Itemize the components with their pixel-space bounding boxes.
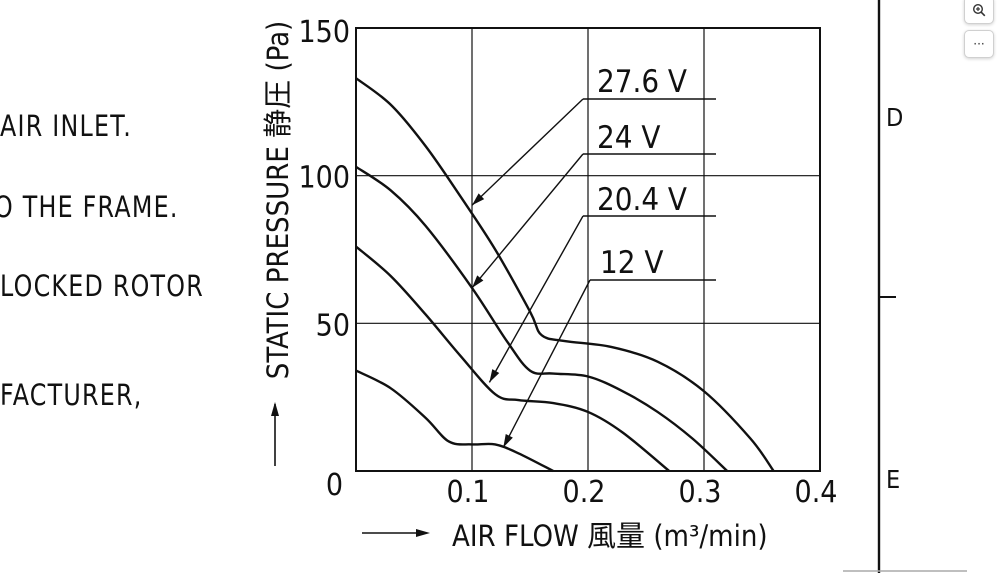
voltage-leader-arrowhead-3 <box>489 369 500 383</box>
ellipsis-icon: ··· <box>973 37 985 51</box>
zoom-in-button[interactable] <box>964 0 994 24</box>
zone-letter-d: D <box>886 103 903 132</box>
x-tick-label-1: 0.1 <box>447 475 490 510</box>
y-tick-label-4: 150 <box>298 15 350 50</box>
magnify-plus-icon <box>972 3 986 17</box>
series-curve-1 <box>355 77 775 472</box>
left-text-line-1: AIR INLET. <box>0 109 133 143</box>
left-text-line-2: O THE FRAME. <box>0 190 179 224</box>
voltage-label-1: 27.6 V <box>597 64 687 100</box>
voltage-label-4: 12 V <box>600 245 663 281</box>
voltage-leader-line-3 <box>488 215 584 383</box>
y-tick-label-1: 0 <box>326 468 343 503</box>
left-text-line-4: FACTURER, <box>0 378 143 412</box>
more-options-button[interactable]: ··· <box>964 30 994 58</box>
series-curve-2 <box>355 165 729 472</box>
voltage-label-2: 24 V <box>597 120 660 156</box>
voltage-leader-line-4 <box>502 279 591 448</box>
x-axis-label: AIR FLOW 風量 (m³/min) <box>452 519 768 553</box>
x-axis-arrow-head <box>416 529 430 537</box>
x-tick-label-3: 0.3 <box>679 475 722 510</box>
series-curve-4 <box>355 369 554 473</box>
y-tick-label-2: 50 <box>316 308 350 343</box>
voltage-leader-line-2 <box>471 153 584 289</box>
zone-letter-e: E <box>886 465 900 494</box>
x-tick-label-2: 0.2 <box>563 475 606 510</box>
y-axis-label: STATIC PRESSURE 静圧 (Pa) <box>261 21 295 380</box>
voltage-leader-arrowhead-2 <box>472 275 484 288</box>
voltage-leader-arrowhead-4 <box>503 433 513 448</box>
voltage-leader-arrowhead-1 <box>472 193 485 206</box>
left-text-line-3: LOCKED ROTOR <box>0 269 204 303</box>
voltage-leader-line-1 <box>471 98 584 206</box>
x-tick-label-4: 0.4 <box>795 475 838 510</box>
y-axis-arrow-head <box>271 402 279 416</box>
y-tick-label-3: 100 <box>298 161 350 196</box>
voltage-label-3: 20.4 V <box>597 182 687 218</box>
series-curve-3 <box>355 245 670 472</box>
